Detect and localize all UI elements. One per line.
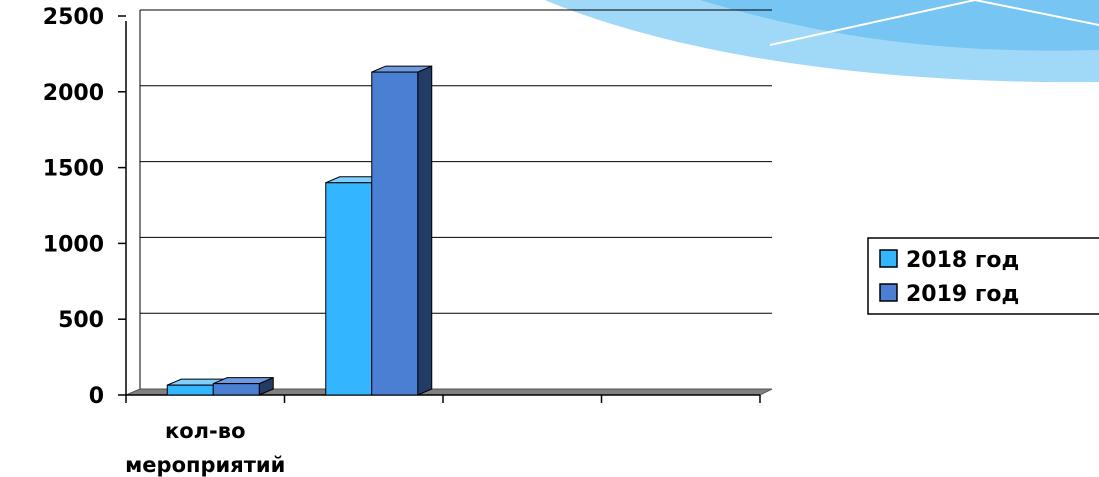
y-axis-ticks: 0 500 1000 1500 2000 2500 [43, 5, 104, 409]
y-tick-label: 1500 [43, 157, 104, 182]
legend-swatch [879, 283, 898, 302]
legend-box [867, 237, 1099, 315]
x-category-label: кол-во [165, 419, 246, 443]
chart-gridlines [139, 9, 772, 389]
bar [166, 384, 214, 396]
bar-side [417, 65, 433, 396]
legend-swatch [879, 249, 898, 268]
y-tick-label: 1000 [43, 232, 104, 257]
legend-label: 2018 год [906, 248, 1019, 273]
chart-legend: 2018 год 2019 год [867, 237, 1099, 315]
legend-label: 2019 год [906, 282, 1019, 307]
y-tick-label: 0 [89, 384, 104, 409]
banner-line [974, 0, 1099, 26]
banner-line [769, 0, 976, 46]
bar [212, 383, 260, 396]
y-tick-label: 500 [58, 308, 104, 333]
bar [371, 71, 419, 396]
y-tick-label: 2500 [43, 5, 104, 30]
banner-swoosh [700, 0, 1099, 51]
y-tick-label: 2000 [43, 81, 104, 106]
bar [325, 182, 373, 396]
x-axis-categories: кол-во мероприятий [125, 419, 285, 477]
decorative-banner [545, 0, 1099, 83]
chart-axes [118, 15, 761, 403]
x-category-label: мероприятий [125, 453, 285, 477]
chart-bars [166, 65, 433, 396]
